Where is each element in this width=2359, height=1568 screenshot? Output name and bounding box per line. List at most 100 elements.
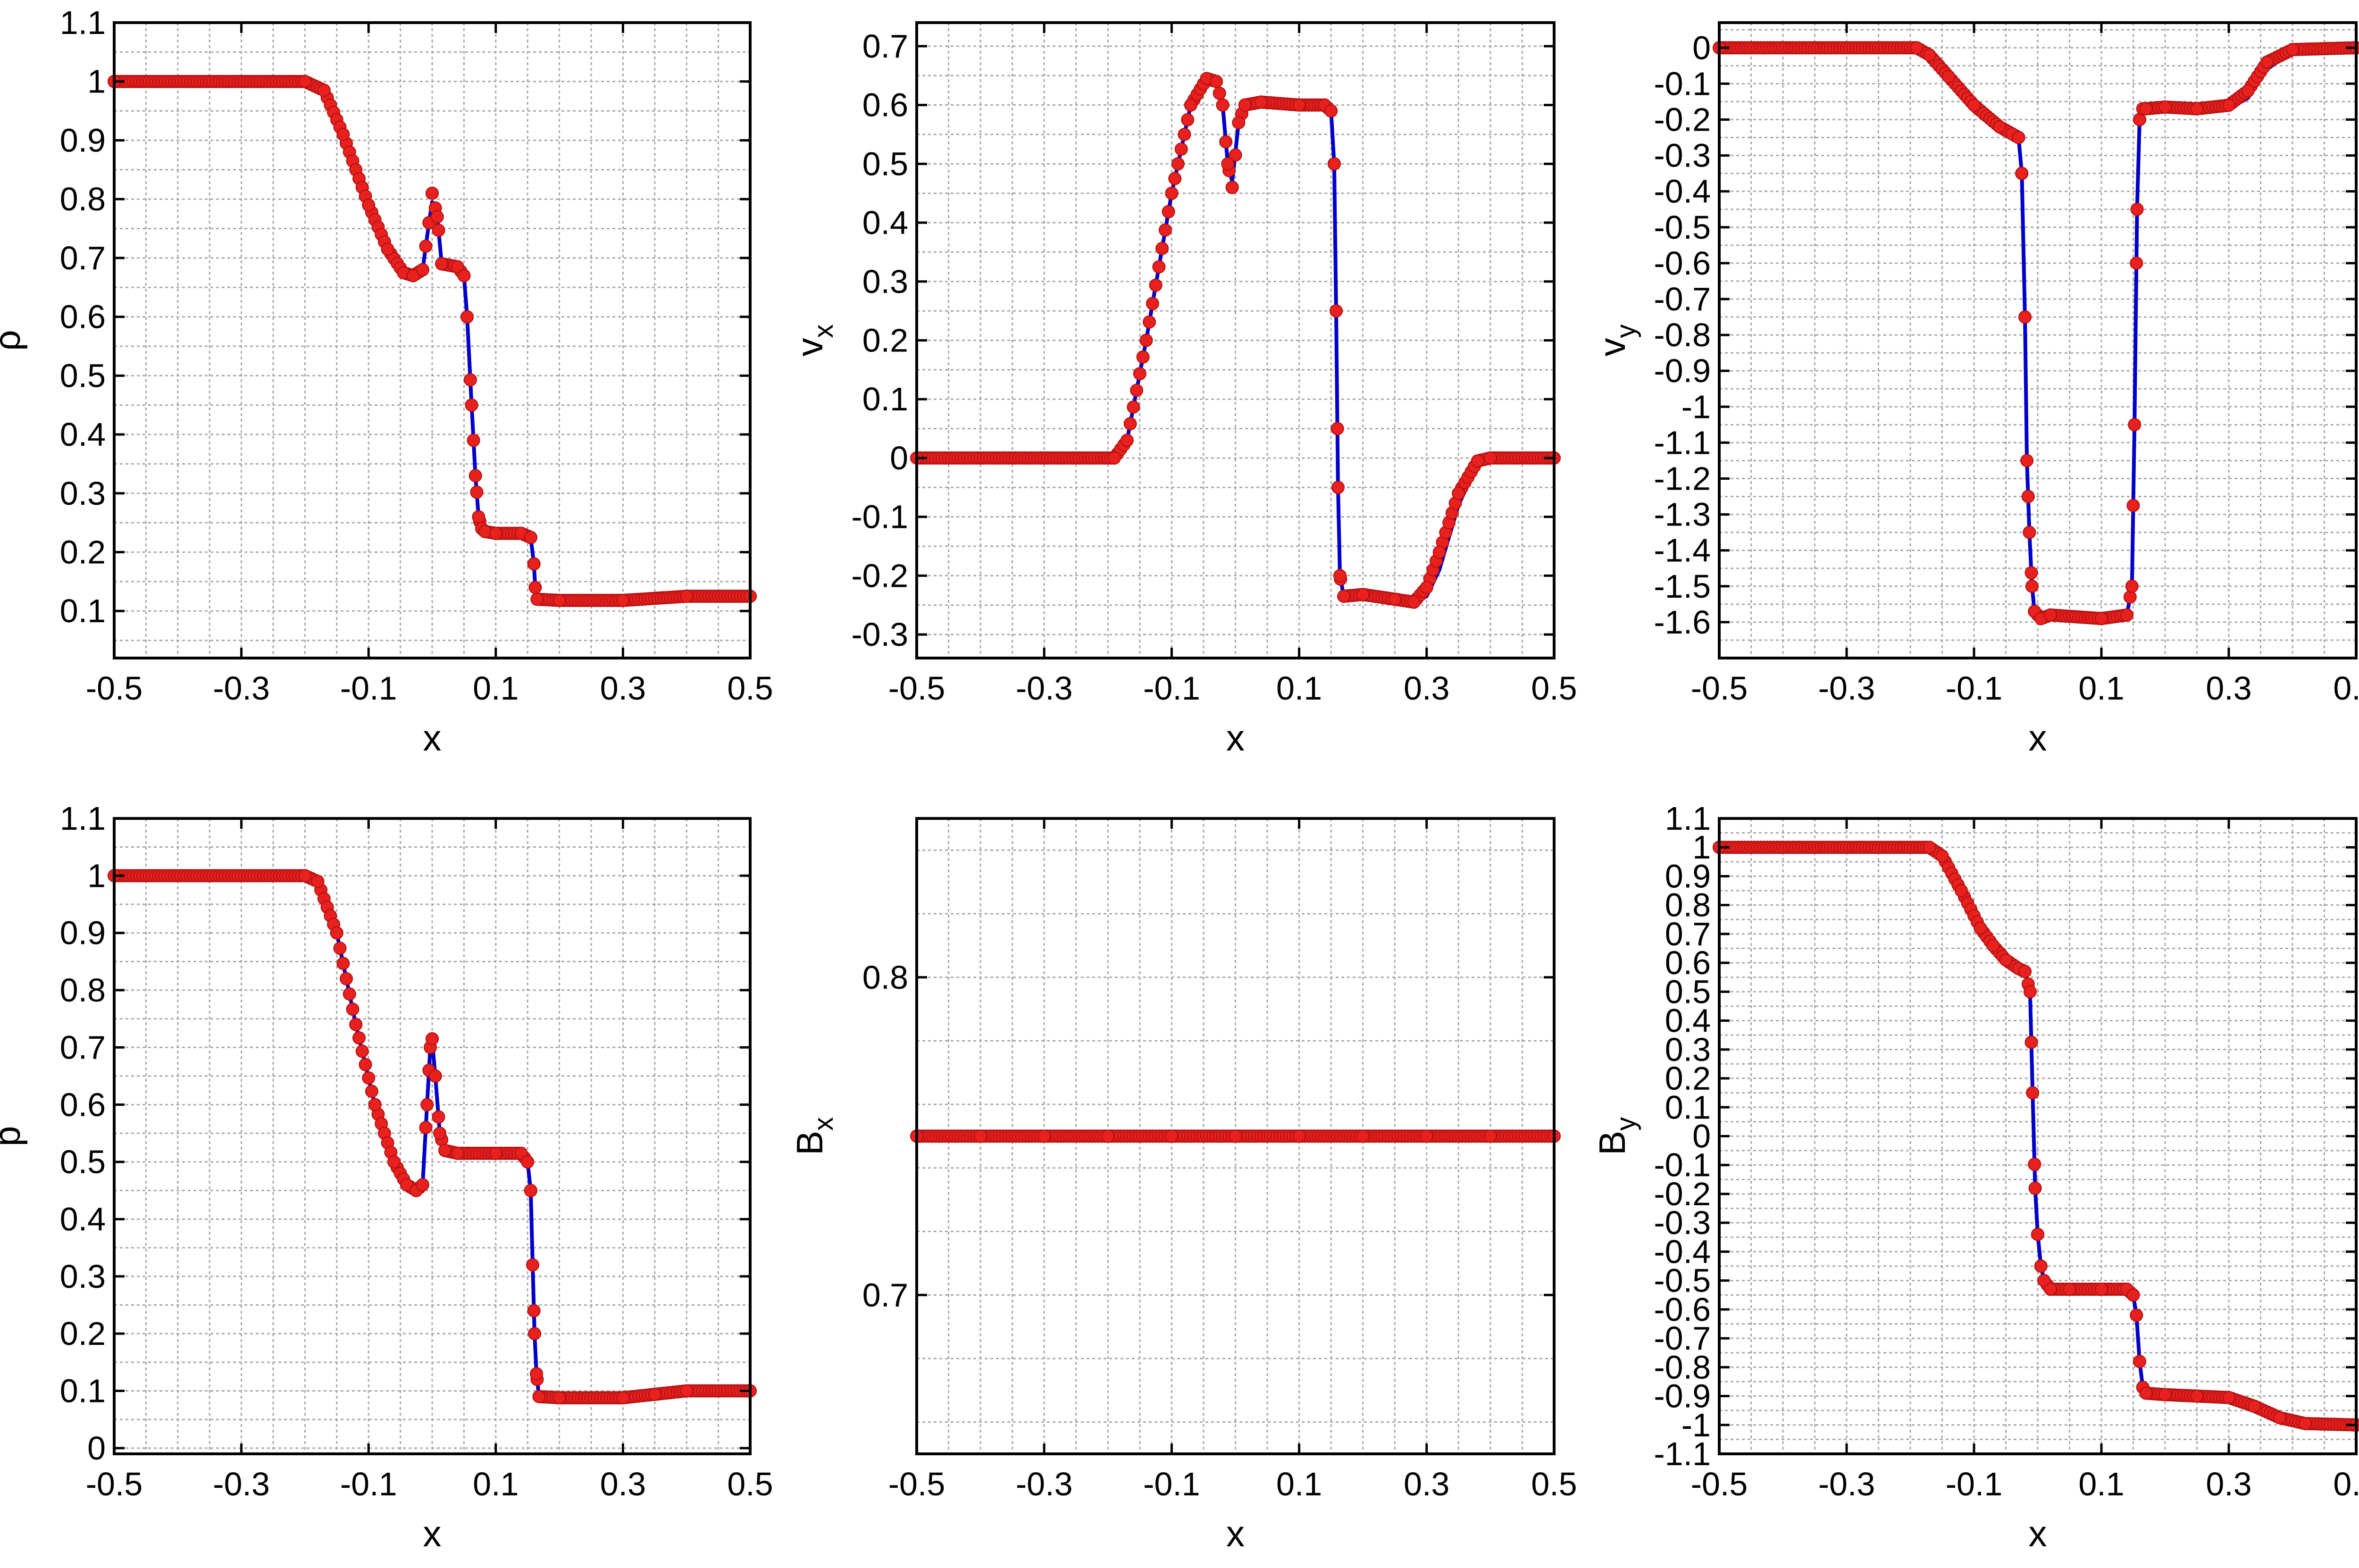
data-point <box>1292 98 1306 112</box>
plot-frame-p <box>113 817 752 1455</box>
x-axis-label: x <box>2029 717 2047 759</box>
data-point <box>1213 86 1226 100</box>
data-point <box>2158 1388 2172 1401</box>
x-tick-label: -0.1 <box>1143 1466 1200 1502</box>
data-point <box>426 186 439 200</box>
data-point <box>2031 1227 2044 1241</box>
y-tick-label: 0.3 <box>1665 1031 1711 1068</box>
y-tick-label: 1 <box>87 63 106 100</box>
data-point <box>2018 310 2032 324</box>
y-tick-label: 0.2 <box>60 1315 106 1352</box>
data-point <box>406 269 420 283</box>
y-tick-label: 0.6 <box>862 87 908 124</box>
data-point <box>2130 1309 2143 1322</box>
data-point <box>468 469 482 483</box>
y-tick-label: -0.3 <box>1654 1204 1711 1241</box>
y-tick-label: 0.7 <box>862 1276 908 1313</box>
y-tick-label: -0.7 <box>1654 1320 1711 1357</box>
data-point <box>552 593 566 607</box>
y-tick-label: -0.1 <box>1654 65 1711 102</box>
x-tick-label: 0.5 <box>727 1466 773 1502</box>
data-point <box>1162 205 1175 218</box>
data-point <box>2123 590 2137 604</box>
data-point <box>2260 55 2274 69</box>
data-point <box>2241 84 2255 98</box>
data-point <box>1174 142 1188 156</box>
x-tick-label: 0.3 <box>600 1466 646 1502</box>
y-tick-label: 0.8 <box>60 181 106 217</box>
data-point <box>472 510 485 524</box>
y-tick-label: 1 <box>87 857 106 894</box>
data-point <box>340 972 353 985</box>
series-markers-p <box>108 869 757 1405</box>
y-tick-label: 0.7 <box>862 28 908 65</box>
data-point <box>1935 849 1949 863</box>
data-point <box>333 942 347 955</box>
data-point <box>457 269 471 283</box>
data-point <box>416 263 429 276</box>
data-point <box>2044 608 2057 622</box>
data-point <box>2028 1181 2042 1195</box>
data-point <box>2026 1086 2040 1100</box>
y-tick-label: -1.1 <box>1654 424 1711 461</box>
y-tick-label: 0.1 <box>862 381 908 417</box>
data-point <box>470 485 484 499</box>
data-point <box>1107 451 1121 465</box>
data-point <box>428 1069 442 1083</box>
y-tick-label: -0.8 <box>1654 317 1711 353</box>
data-point <box>478 525 492 538</box>
y-tick-label: 0.9 <box>1665 858 1711 894</box>
data-point <box>2095 1283 2108 1296</box>
x-tick-label: -0.5 <box>888 1466 945 1502</box>
data-point <box>528 1327 541 1341</box>
data-point <box>1146 297 1159 310</box>
data-point <box>1184 98 1197 112</box>
data-point <box>2095 612 2108 626</box>
data-point <box>1993 120 2006 133</box>
plot-frame-bx <box>915 817 1556 1455</box>
data-point <box>530 1367 544 1381</box>
y-tick-label: -0.5 <box>1654 1262 1711 1299</box>
data-point <box>311 875 325 888</box>
data-point <box>527 557 541 571</box>
data-point <box>343 987 356 1001</box>
y-tick-label: 0.1 <box>60 592 106 629</box>
y-tick-label: -0.1 <box>851 499 908 535</box>
data-point <box>2273 1411 2286 1425</box>
data-point <box>330 926 343 940</box>
y-tick-label: 0.2 <box>1665 1060 1711 1097</box>
y-tick-label: 0.6 <box>1665 944 1711 981</box>
data-point <box>362 198 376 212</box>
data-point <box>680 590 694 603</box>
data-point <box>430 210 444 224</box>
y-tick-label: 0.5 <box>862 145 908 182</box>
x-tick-label: 0.1 <box>2078 1466 2124 1502</box>
data-point <box>1333 569 1347 583</box>
series-markers-rho <box>108 75 757 607</box>
data-point <box>419 1121 433 1134</box>
data-point <box>432 224 445 237</box>
data-point <box>1483 1129 1497 1143</box>
y-tick-label: 0.5 <box>60 357 106 394</box>
x-tick-label: -0.3 <box>213 1466 270 1502</box>
data-point <box>1910 41 1924 55</box>
y-tick-label: -1.6 <box>1654 604 1711 641</box>
grid-p <box>113 817 751 1454</box>
y-tick-label: 0.5 <box>1665 973 1711 1010</box>
grid-by <box>1718 817 2357 1455</box>
x-axis-label: x <box>423 717 442 759</box>
y-tick-label: 0.6 <box>60 1086 106 1123</box>
data-point <box>974 1129 987 1143</box>
data-point <box>1452 486 1465 500</box>
y-tick-label: 0.4 <box>60 1201 106 1237</box>
data-point <box>616 1391 630 1405</box>
data-point <box>1210 75 1223 88</box>
x-axis-label: x <box>2029 1513 2047 1554</box>
y-tick-label: 0.8 <box>1665 887 1711 924</box>
x-tick-label: 0.3 <box>1404 1466 1449 1502</box>
plot-frame-rho <box>113 21 752 659</box>
y-tick-label: -0.6 <box>1654 245 1711 282</box>
y-tick-label: 0 <box>1692 1118 1711 1155</box>
y-axis-label: vy <box>1591 325 1641 357</box>
